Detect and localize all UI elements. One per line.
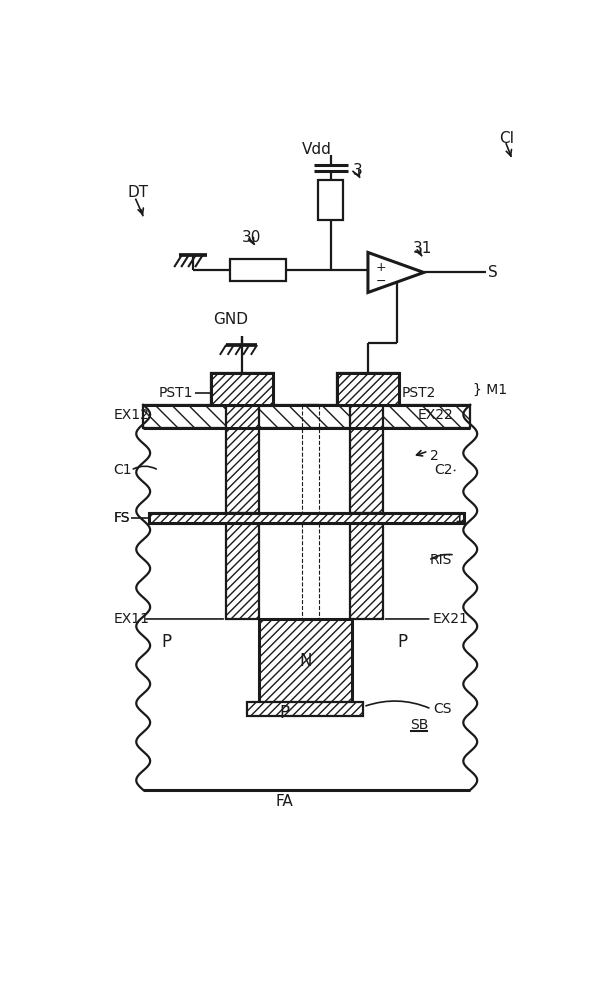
- Text: 3: 3: [352, 163, 362, 178]
- Bar: [230, 259, 286, 281]
- Bar: [259, 619, 352, 702]
- Text: Vdd: Vdd: [302, 142, 332, 157]
- Bar: [211, 373, 272, 405]
- Text: 31: 31: [413, 241, 432, 256]
- Text: RIS: RIS: [430, 553, 452, 567]
- Text: CS: CS: [433, 702, 452, 716]
- Bar: [149, 513, 464, 523]
- Text: 2: 2: [430, 449, 439, 463]
- Text: 1: 1: [455, 511, 464, 525]
- Bar: [226, 523, 259, 619]
- Bar: [337, 373, 399, 405]
- Text: C1: C1: [114, 463, 133, 477]
- Bar: [211, 373, 272, 405]
- Text: PST1: PST1: [158, 386, 193, 400]
- Text: C2: C2: [434, 463, 453, 477]
- Text: 30: 30: [242, 230, 261, 245]
- Text: EX12: EX12: [114, 408, 149, 422]
- Text: DT: DT: [128, 185, 149, 200]
- Bar: [337, 373, 399, 405]
- Bar: [247, 702, 364, 716]
- Text: EX11: EX11: [114, 612, 150, 626]
- Text: PST2: PST2: [402, 386, 436, 400]
- Text: EX21: EX21: [433, 612, 469, 626]
- Text: P: P: [161, 633, 172, 651]
- Text: +: +: [376, 261, 386, 274]
- Text: GND: GND: [213, 312, 248, 328]
- Polygon shape: [368, 252, 424, 292]
- Text: S: S: [488, 265, 498, 280]
- Text: FS: FS: [114, 511, 130, 525]
- Text: } M1: } M1: [473, 382, 508, 396]
- Bar: [143, 405, 470, 790]
- Text: P: P: [397, 633, 407, 651]
- Text: −: −: [376, 275, 386, 288]
- Bar: [143, 405, 470, 428]
- Text: FS: FS: [114, 511, 130, 525]
- Bar: [319, 180, 343, 220]
- Text: EX22: EX22: [418, 408, 453, 422]
- Text: SB: SB: [410, 718, 428, 732]
- Text: 1: 1: [455, 511, 464, 525]
- Bar: [350, 523, 383, 619]
- Bar: [226, 405, 259, 513]
- Text: N: N: [299, 652, 311, 670]
- Text: CI: CI: [499, 131, 514, 146]
- Text: FA: FA: [275, 794, 293, 809]
- Text: P: P: [279, 704, 289, 722]
- Bar: [350, 405, 383, 513]
